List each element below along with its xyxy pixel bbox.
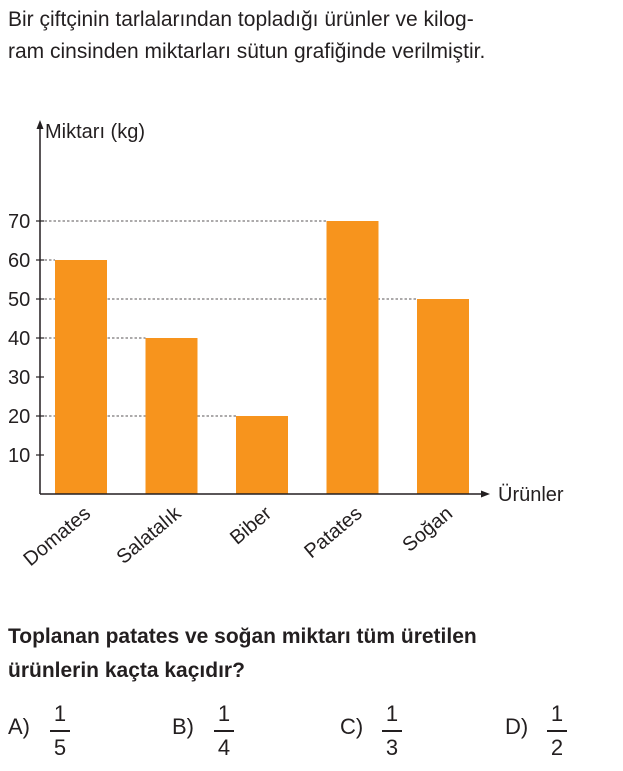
option-b-letter: B): [172, 714, 194, 739]
y-tick-label: 50: [8, 289, 30, 311]
question-text: Toplanan patates ve soğan miktarı tüm ür…: [8, 620, 614, 688]
category-labels: Domates Salatalık Biber Patates Soğan: [20, 502, 457, 571]
category-label: Salatalık: [113, 502, 187, 569]
bar: [55, 260, 107, 494]
fraction-bar: [214, 730, 234, 732]
option-b-denominator: 4: [217, 735, 231, 760]
fraction-bar: [547, 730, 567, 732]
bars: [55, 221, 469, 494]
x-axis-arrow-icon: [481, 490, 490, 498]
y-tick-label: 70: [8, 211, 30, 233]
option-a-letter: A): [8, 714, 30, 739]
category-label: Patates: [300, 502, 366, 562]
option-d-letter: D): [505, 714, 529, 739]
axes: [36, 120, 490, 498]
option-d-numerator: 1: [550, 701, 564, 726]
option-a-numerator: 1: [53, 701, 67, 726]
bar: [326, 221, 379, 494]
y-tick-label: 20: [8, 406, 30, 428]
option-d-fraction: 1 2: [547, 700, 567, 762]
y-axis-label: Miktarı (kg): [45, 121, 145, 143]
intro-line-2: ram cinsinden miktarları sütun grafiğind…: [8, 40, 486, 63]
question-line-1: Toplanan patates ve soğan miktarı tüm ür…: [8, 625, 477, 648]
option-b-fraction: 1 4: [214, 700, 234, 762]
bar-chart: 10 20 30 40 50 60 70 Miktarı (kg) Ürünler Doma…: [8, 120, 564, 571]
y-tick-label: 30: [8, 367, 30, 389]
y-tick-label: 40: [8, 328, 30, 350]
option-a-denominator: 5: [53, 735, 67, 760]
option-c-denominator: 3: [385, 735, 399, 760]
x-axis-label: Ürünler: [498, 484, 564, 506]
category-label: Biber: [226, 502, 276, 549]
option-c-numerator: 1: [385, 701, 399, 726]
fraction-bar: [382, 730, 402, 732]
question-line-2: ürünlerin kaçta kaçıdır?: [8, 659, 245, 682]
option-d-denominator: 2: [550, 735, 564, 760]
option-b-numerator: 1: [217, 701, 231, 726]
bar: [145, 338, 198, 494]
intro-line-1: Bir çiftçinin tarlalarından topladığı ür…: [8, 8, 474, 31]
y-tick-label: 10: [8, 445, 30, 467]
option-a-fraction: 1 5: [50, 700, 70, 762]
bar: [417, 299, 469, 494]
option-c-letter: C): [340, 714, 364, 739]
bar: [236, 416, 288, 494]
y-ticks: 10 20 30 40 50 60 70: [8, 211, 44, 467]
option-c-fraction: 1 3: [382, 700, 402, 762]
y-tick-label: 60: [8, 250, 30, 272]
category-label: Domates: [20, 502, 95, 570]
intro-text: Bir çiftçinin tarlalarından topladığı ür…: [8, 4, 614, 68]
y-axis-arrow-icon: [36, 120, 44, 129]
fraction-bar: [50, 730, 70, 732]
category-label: Soğan: [398, 502, 456, 556]
